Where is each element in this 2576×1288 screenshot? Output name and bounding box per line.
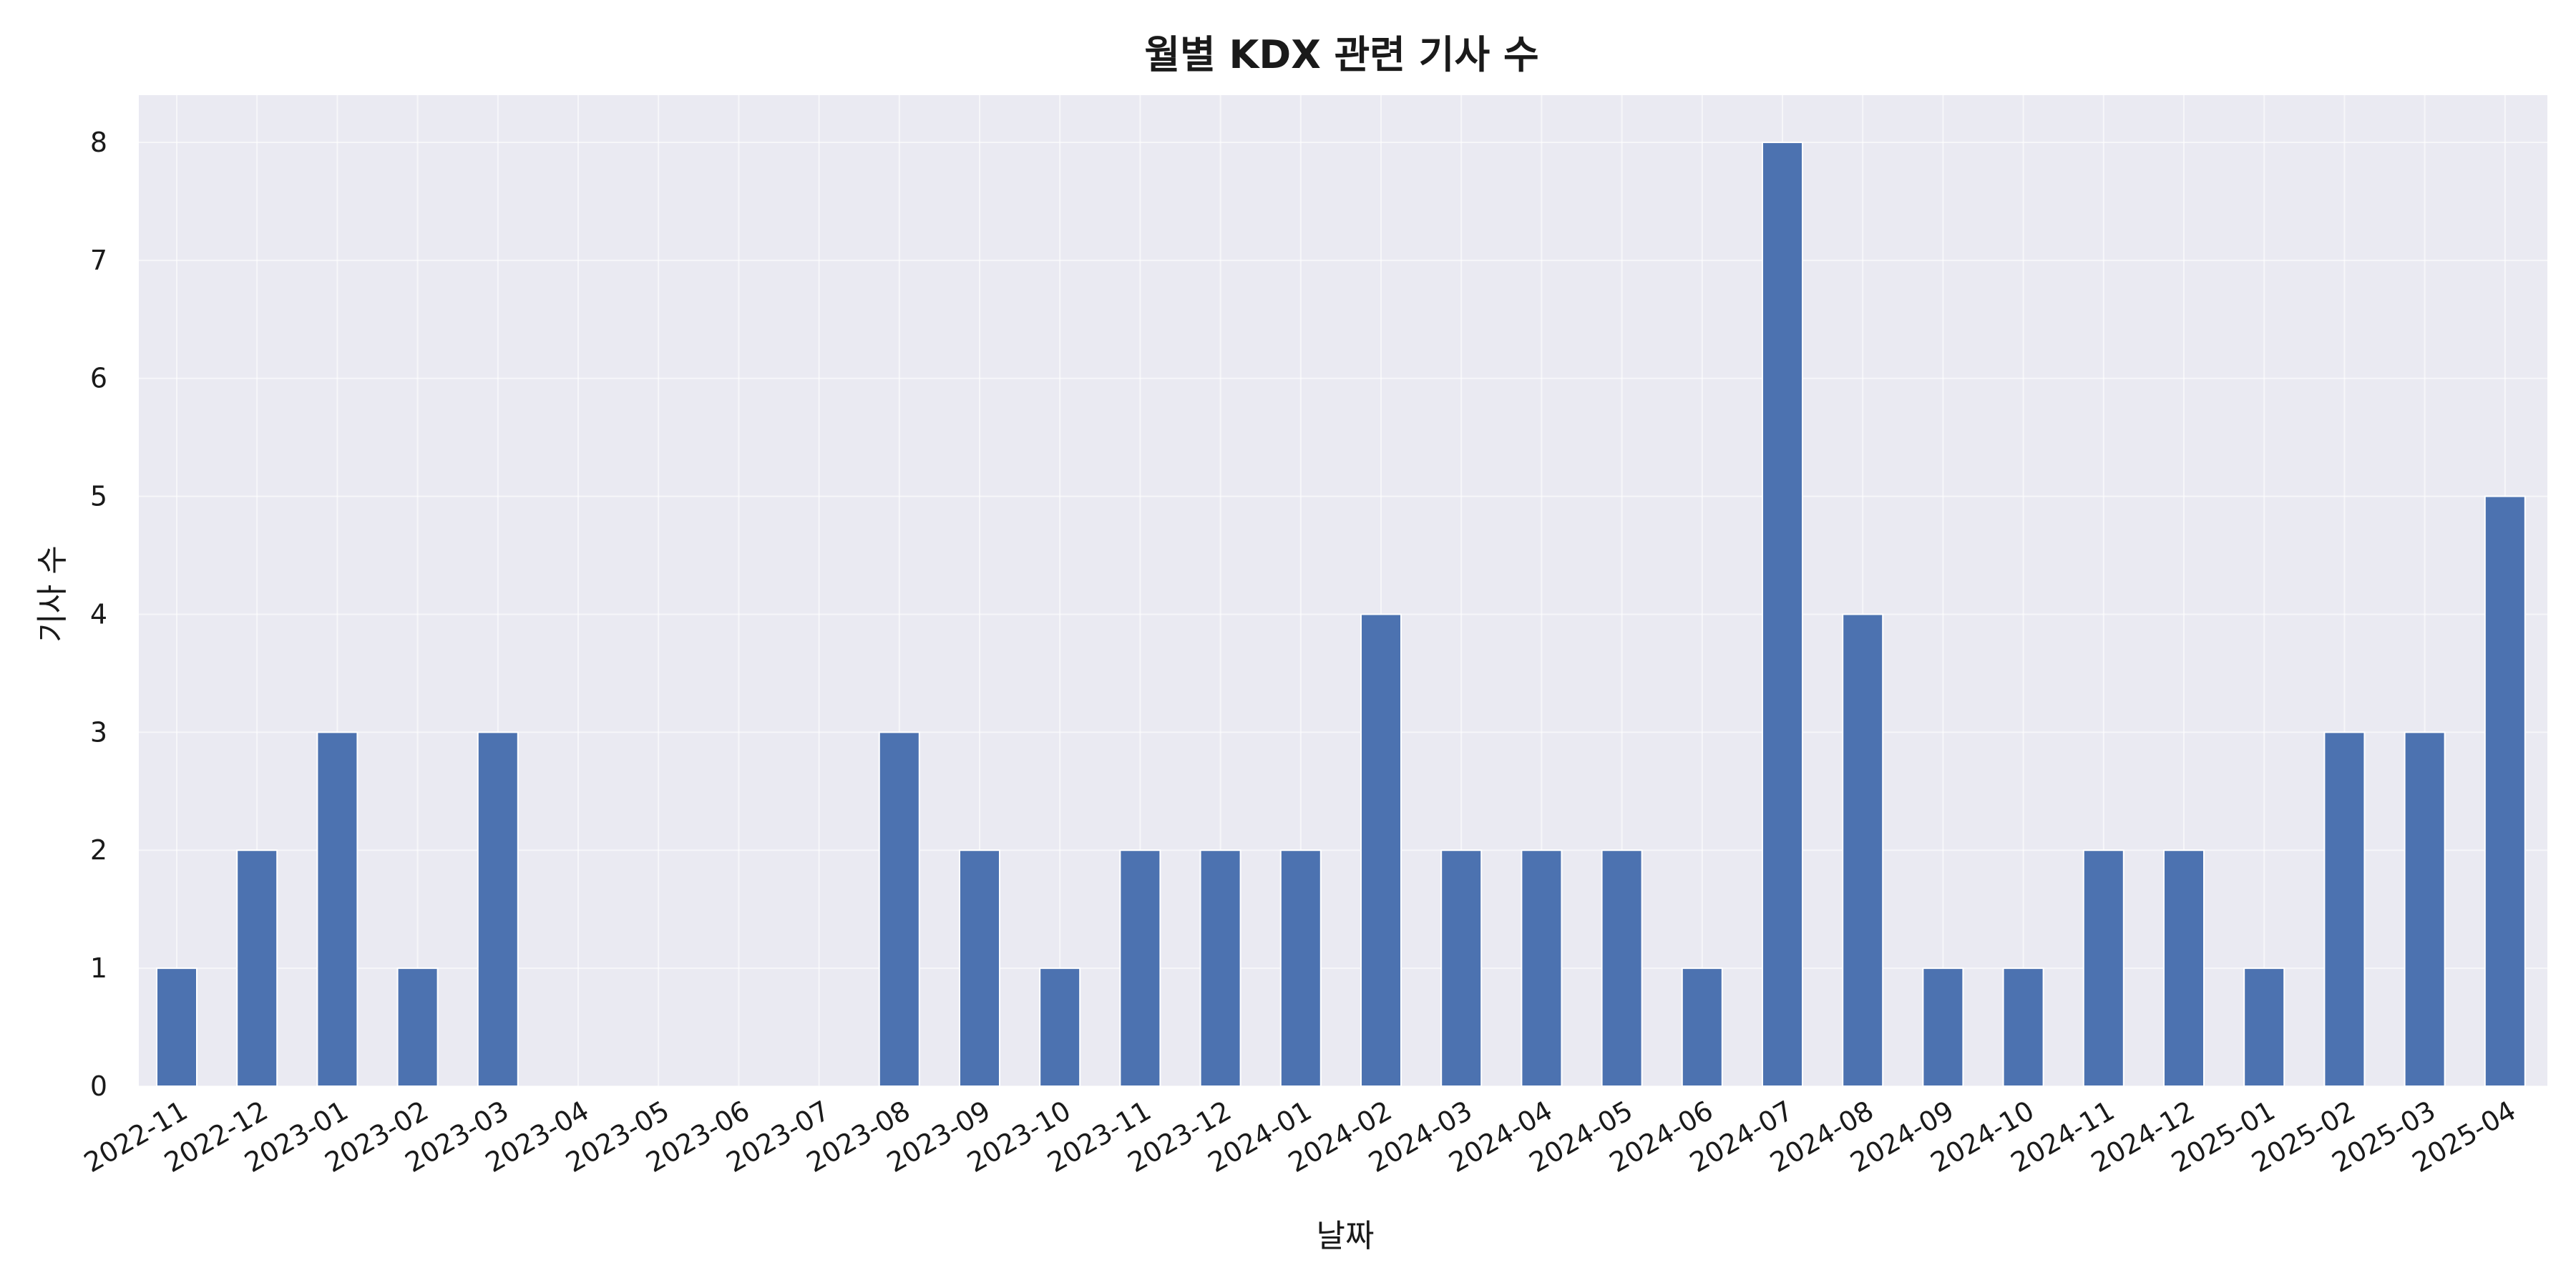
y-tick-label: 0 bbox=[90, 1070, 107, 1102]
bar-2023-09 bbox=[959, 849, 1000, 1087]
bar-2023-08 bbox=[878, 731, 920, 1087]
bar-2023-01 bbox=[316, 731, 358, 1087]
bar-2024-12 bbox=[2163, 849, 2205, 1087]
bar-2024-02 bbox=[1360, 613, 1402, 1087]
bar-2023-02 bbox=[396, 967, 439, 1087]
bar-2022-12 bbox=[236, 849, 278, 1087]
y-tick-label: 4 bbox=[90, 598, 107, 630]
y-gridlines bbox=[139, 141, 2547, 1087]
bar-2024-01 bbox=[1279, 849, 1322, 1087]
bar-2024-05 bbox=[1601, 849, 1643, 1087]
bar-2024-04 bbox=[1521, 849, 1563, 1087]
bar-2024-09 bbox=[1922, 967, 1964, 1087]
bar-2025-04 bbox=[2484, 495, 2526, 1087]
bar-2024-06 bbox=[1681, 967, 1723, 1087]
bar-2025-03 bbox=[2404, 731, 2446, 1087]
y-tick-labels: 0 1 2 3 4 5 6 7 8 bbox=[90, 127, 107, 1102]
bar-2023-10 bbox=[1039, 967, 1081, 1087]
bar-2023-12 bbox=[1199, 849, 1241, 1087]
bar-2025-01 bbox=[2243, 967, 2285, 1087]
bar-2024-11 bbox=[2082, 849, 2124, 1087]
y-tick-label: 8 bbox=[90, 127, 107, 158]
y-tick-label: 2 bbox=[90, 834, 107, 866]
y-tick-label: 5 bbox=[90, 481, 107, 512]
x-tick-labels: 2022-112022-122023-012023-022023-032023-… bbox=[79, 1095, 2521, 1179]
bar-2024-08 bbox=[1842, 613, 1884, 1087]
bar-2024-07 bbox=[1762, 141, 1803, 1087]
bar-2024-03 bbox=[1440, 849, 1483, 1087]
bar-2025-02 bbox=[2323, 731, 2366, 1087]
chart-title: 월별 KDX 관련 기사 수 bbox=[1144, 32, 1538, 77]
y-tick-label: 6 bbox=[90, 363, 107, 394]
bars bbox=[156, 141, 2526, 1087]
bar-2023-03 bbox=[477, 731, 519, 1087]
y-tick-label: 3 bbox=[90, 716, 107, 748]
bar-2024-10 bbox=[2002, 967, 2044, 1087]
bar-2022-11 bbox=[156, 967, 197, 1087]
y-tick-label: 7 bbox=[90, 245, 107, 276]
y-axis-label: 기사 수 bbox=[34, 545, 71, 642]
bar-2023-11 bbox=[1119, 849, 1161, 1087]
y-tick-label: 1 bbox=[90, 952, 107, 984]
x-axis-label: 날짜 bbox=[1317, 1218, 1375, 1254]
